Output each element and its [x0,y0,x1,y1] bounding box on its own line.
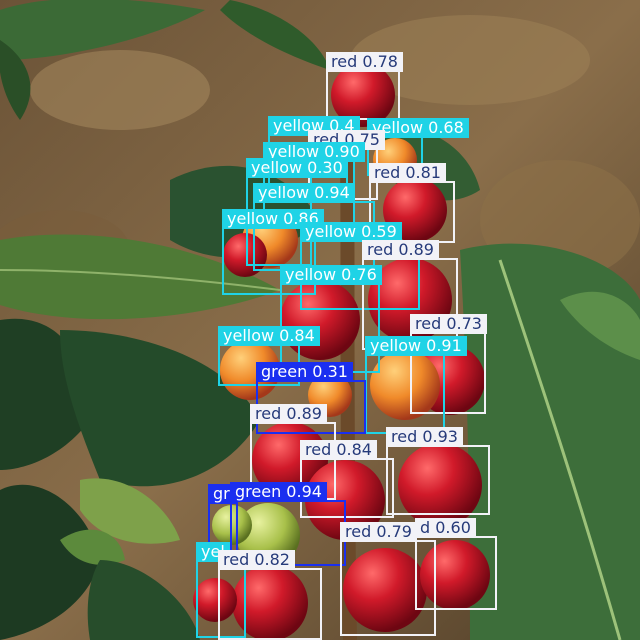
detection-box: d 0.60 [415,518,497,610]
detection-label: yellow 0.86 [222,209,324,229]
detection-label: d 0.60 [415,518,476,538]
detection-label: yellow 0.59 [300,222,402,242]
detection-label: red 0.82 [218,550,295,570]
cherry-cluster [193,63,490,640]
detection-label: yellow 0.84 [218,326,320,346]
detection-label: red 0.84 [300,440,377,460]
detection-box: yellow 0.30 [246,158,348,266]
detection-label: yellow 0.94 [253,183,355,203]
detection-box: red 0.89 [250,404,336,500]
detection-label: green 0.94 [230,482,327,502]
detection-box: red 0.73 [410,314,487,414]
detection-box: green 0.94 [230,482,346,566]
detection-box: yellow 0.90 [263,142,365,224]
detection-box: yellow 0.91 [365,336,467,434]
detection-box: yellow 0.86 [222,209,324,295]
detection-label: yellow 0.91 [365,336,467,356]
leaf-right-large [460,243,640,640]
detection-label: red 0.81 [369,163,446,183]
detection-label: red 0.89 [250,404,327,424]
detection-label: red 0.78 [326,52,403,72]
detection-box: yellow 0.68 [367,118,469,176]
detection-label: yellow 0.76 [280,265,382,285]
detection-label: yellow 0.68 [367,118,469,138]
detection-label: red 0.79 [340,522,417,542]
detection-label: red 0.93 [386,427,463,447]
detection-label: yellow 0.30 [246,158,348,178]
leaf-left-large [0,234,280,320]
detection-box: red 0.79 [340,522,436,636]
leaf-top-left [0,0,205,60]
detection-label: red 0.73 [410,314,487,334]
detection-label: yellow 0.90 [263,142,365,162]
detection-label: gr [208,484,235,504]
detection-label: red 0.89 [362,240,439,260]
detection-label: green 0.31 [256,362,353,382]
detection-box: red 0.82 [218,550,322,640]
detection-box: red 0.81 [369,163,455,243]
detection-box: red 0.78 [326,52,403,120]
detection-box: red 0.93 [386,427,490,515]
detection-box: green 0.31 [256,362,366,434]
